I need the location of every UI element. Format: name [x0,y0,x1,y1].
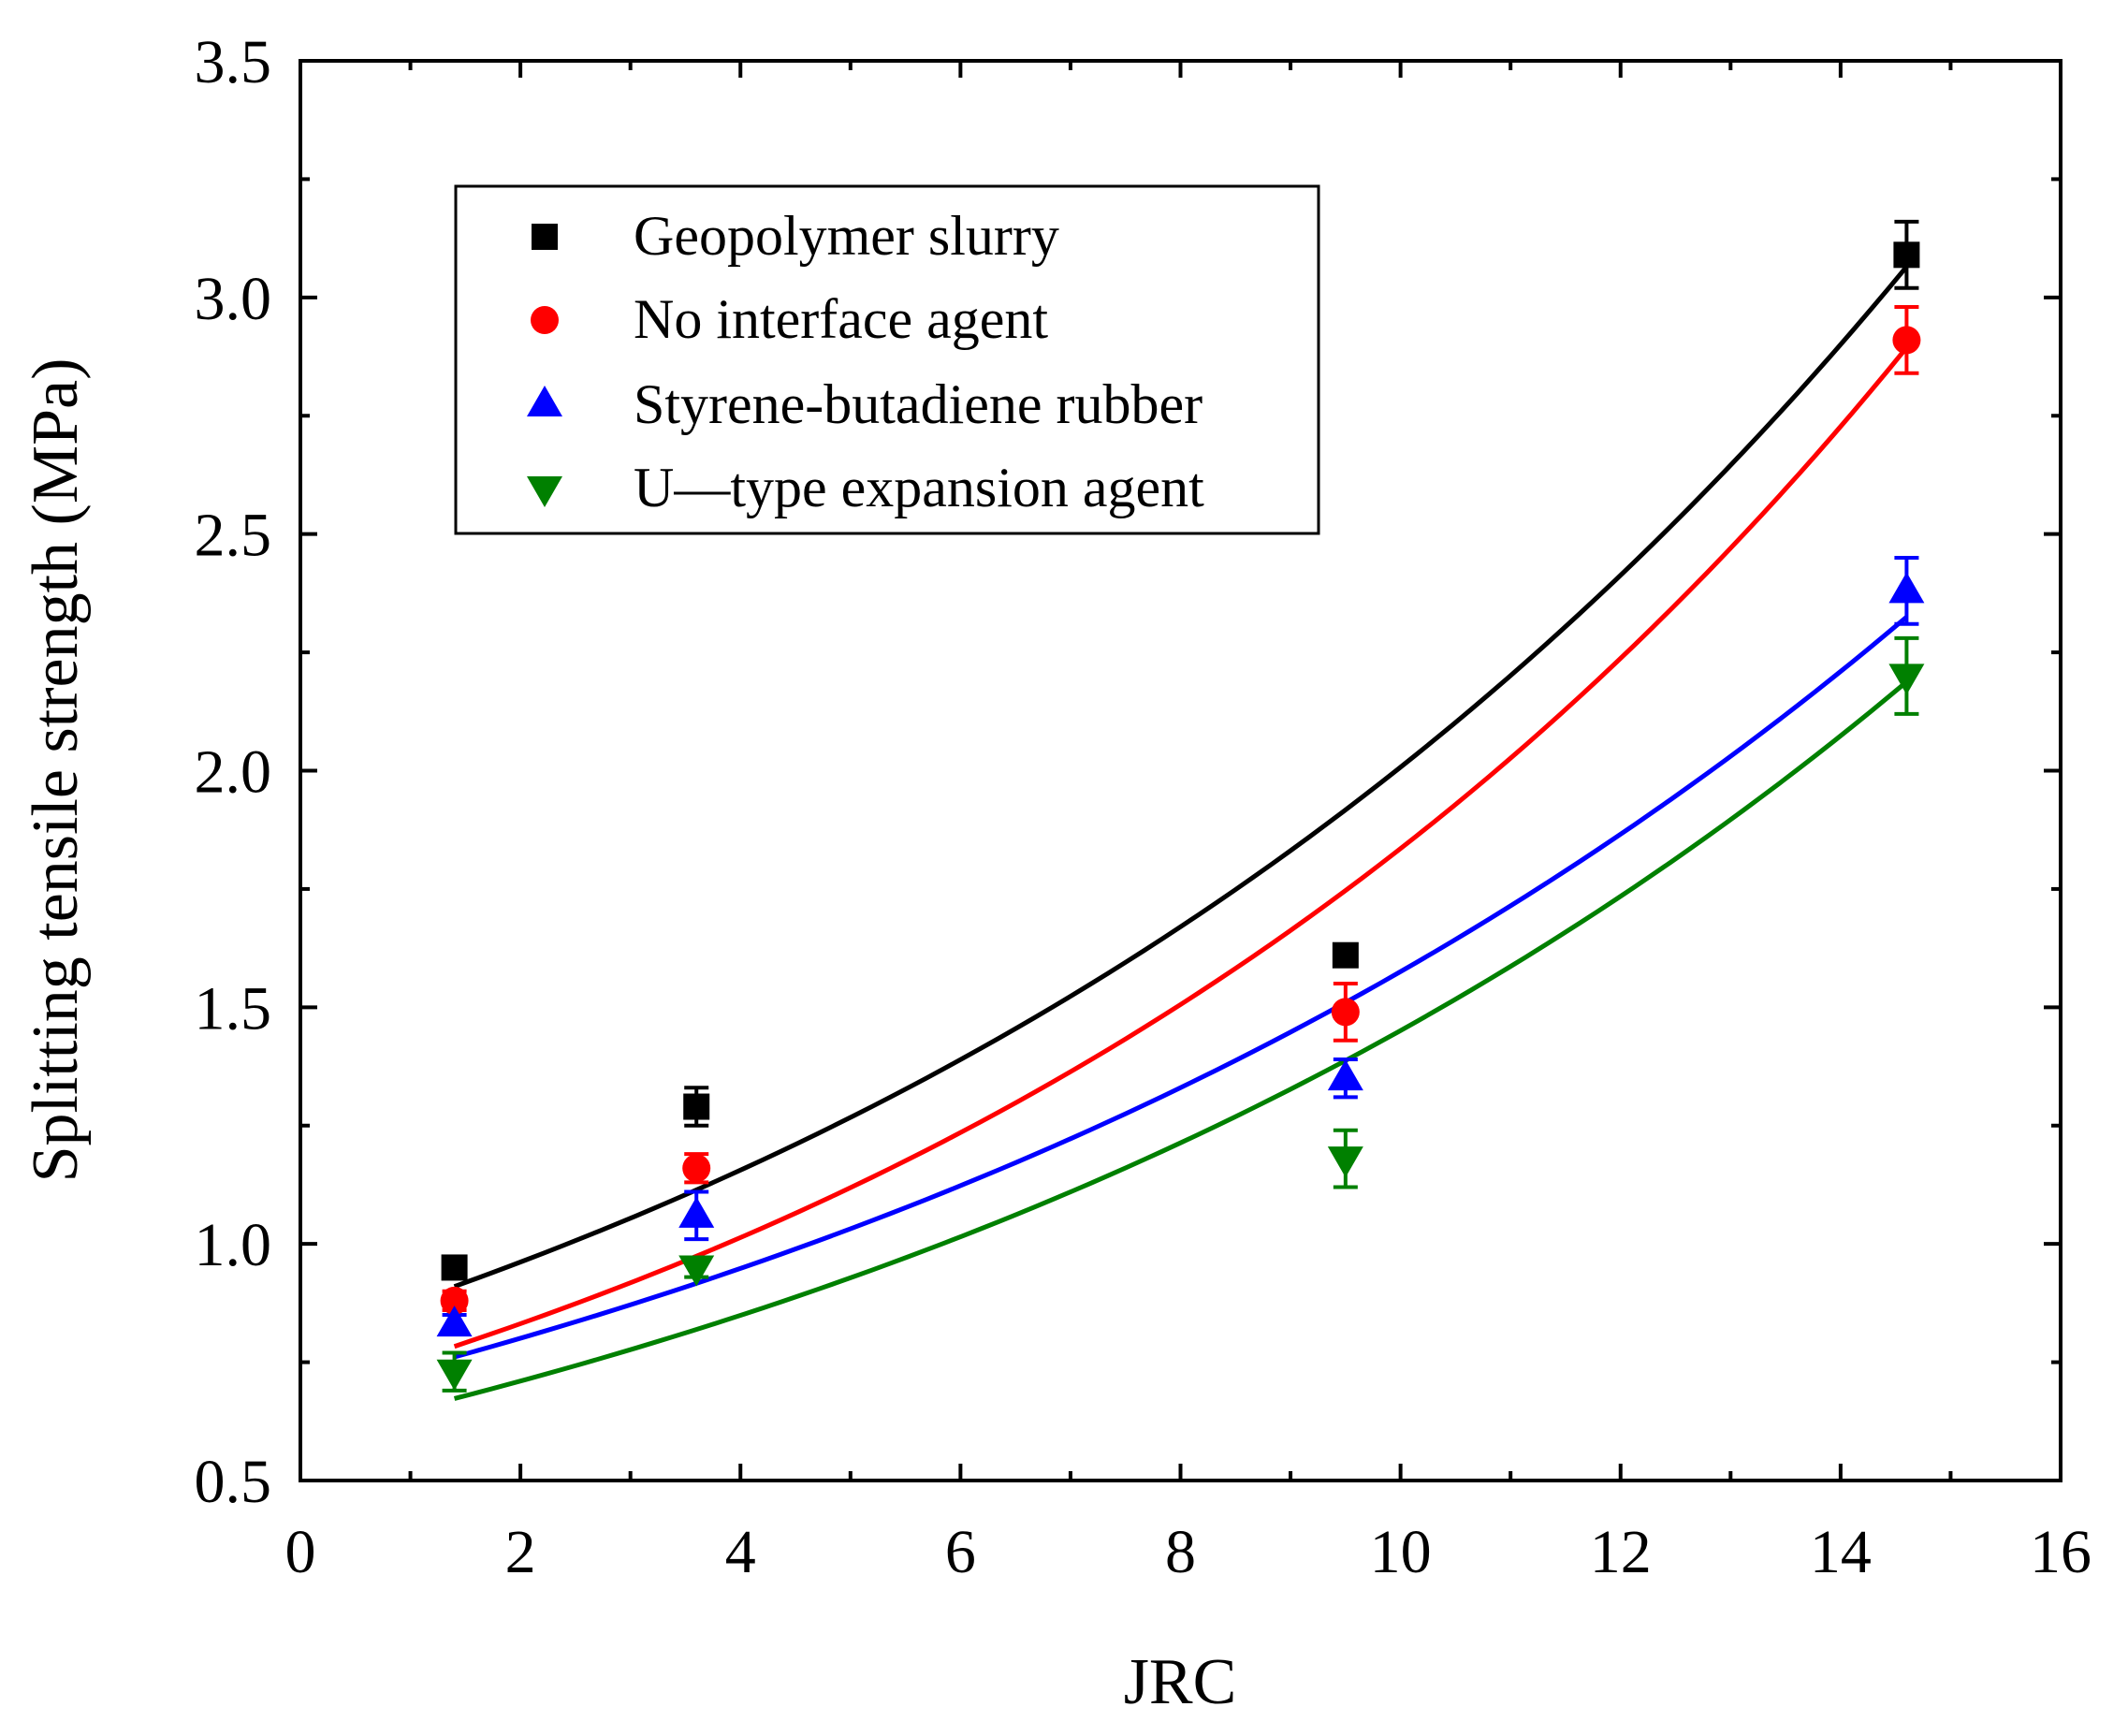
x-axis-tick-labels: 0 2 4 6 8 10 12 14 16 [285,1518,2092,1586]
y-axis-ticks [300,59,2061,1482]
x-tick-label: 16 [2030,1518,2092,1586]
x-axis-title: JRC [1124,1646,1237,1718]
data-point-series-3 [1888,664,1925,695]
y-tick-label: 1.0 [195,1211,272,1279]
x-tick-label: 8 [1165,1518,1196,1586]
legend-marker-series-0 [532,224,558,250]
x-tick-label: 0 [285,1518,316,1586]
x-tick-label: 2 [505,1518,536,1586]
x-axis-ticks [299,61,2062,1481]
legend-label-u-type-expansion-agent: U—type expansion agent [634,457,1204,518]
x-tick-label: 4 [725,1518,756,1586]
x-tick-label: 10 [1370,1518,1432,1586]
y-tick-label: 2.5 [195,502,272,570]
data-point-series-0 [683,1093,710,1120]
data-point-series-2 [1327,1059,1363,1091]
legend-label-geopolymer-slurry: Geopolymer slurry [634,205,1059,267]
legend-label-styrene-butadiene-rubber: Styrene-butadiene rubber [634,373,1202,435]
data-point-series-3 [1327,1146,1363,1178]
data-point-series-0 [441,1254,468,1281]
x-tick-label: 12 [1590,1518,1652,1586]
legend-marker-series-1 [531,306,559,334]
fit-curve-series-3 [453,679,1909,1401]
legend-markers [527,224,562,507]
data-point-series-3 [678,1255,715,1287]
data-point-series-0 [1332,941,1359,969]
y-tick-label: 1.5 [195,974,272,1043]
y-tick-label: 0.5 [195,1448,272,1516]
y-tick-label: 3.0 [195,265,272,333]
data-point-series-1 [682,1154,711,1183]
data-markers [436,241,1925,1391]
y-axis-tick-labels: 0.5 1.0 1.5 2.0 2.5 3.0 3.5 [195,28,272,1516]
data-point-series-3 [436,1359,473,1391]
fit-curve-series-0 [453,265,1909,1290]
y-tick-label: 3.5 [195,28,272,96]
legend-box [454,184,1320,535]
legend-label-no-interface-agent: No interface agent [634,288,1048,350]
x-tick-label: 6 [945,1518,976,1586]
data-point-series-2 [678,1196,715,1228]
legend-marker-series-2 [527,386,562,416]
data-point-series-0 [1893,241,1920,269]
data-point-series-2 [436,1306,473,1337]
x-tick-label: 14 [1810,1518,1872,1586]
legend: Geopolymer slurry No interface agent Sty… [454,184,1320,535]
data-point-series-1 [1892,326,1921,355]
data-point-series-1 [440,1286,469,1315]
y-tick-label: 2.0 [195,738,272,807]
legend-marker-series-3 [527,476,562,507]
y-axis-title: Splitting tensile strength (MPa) [20,358,92,1183]
data-point-series-1 [1331,998,1360,1027]
data-point-series-2 [1888,572,1925,604]
